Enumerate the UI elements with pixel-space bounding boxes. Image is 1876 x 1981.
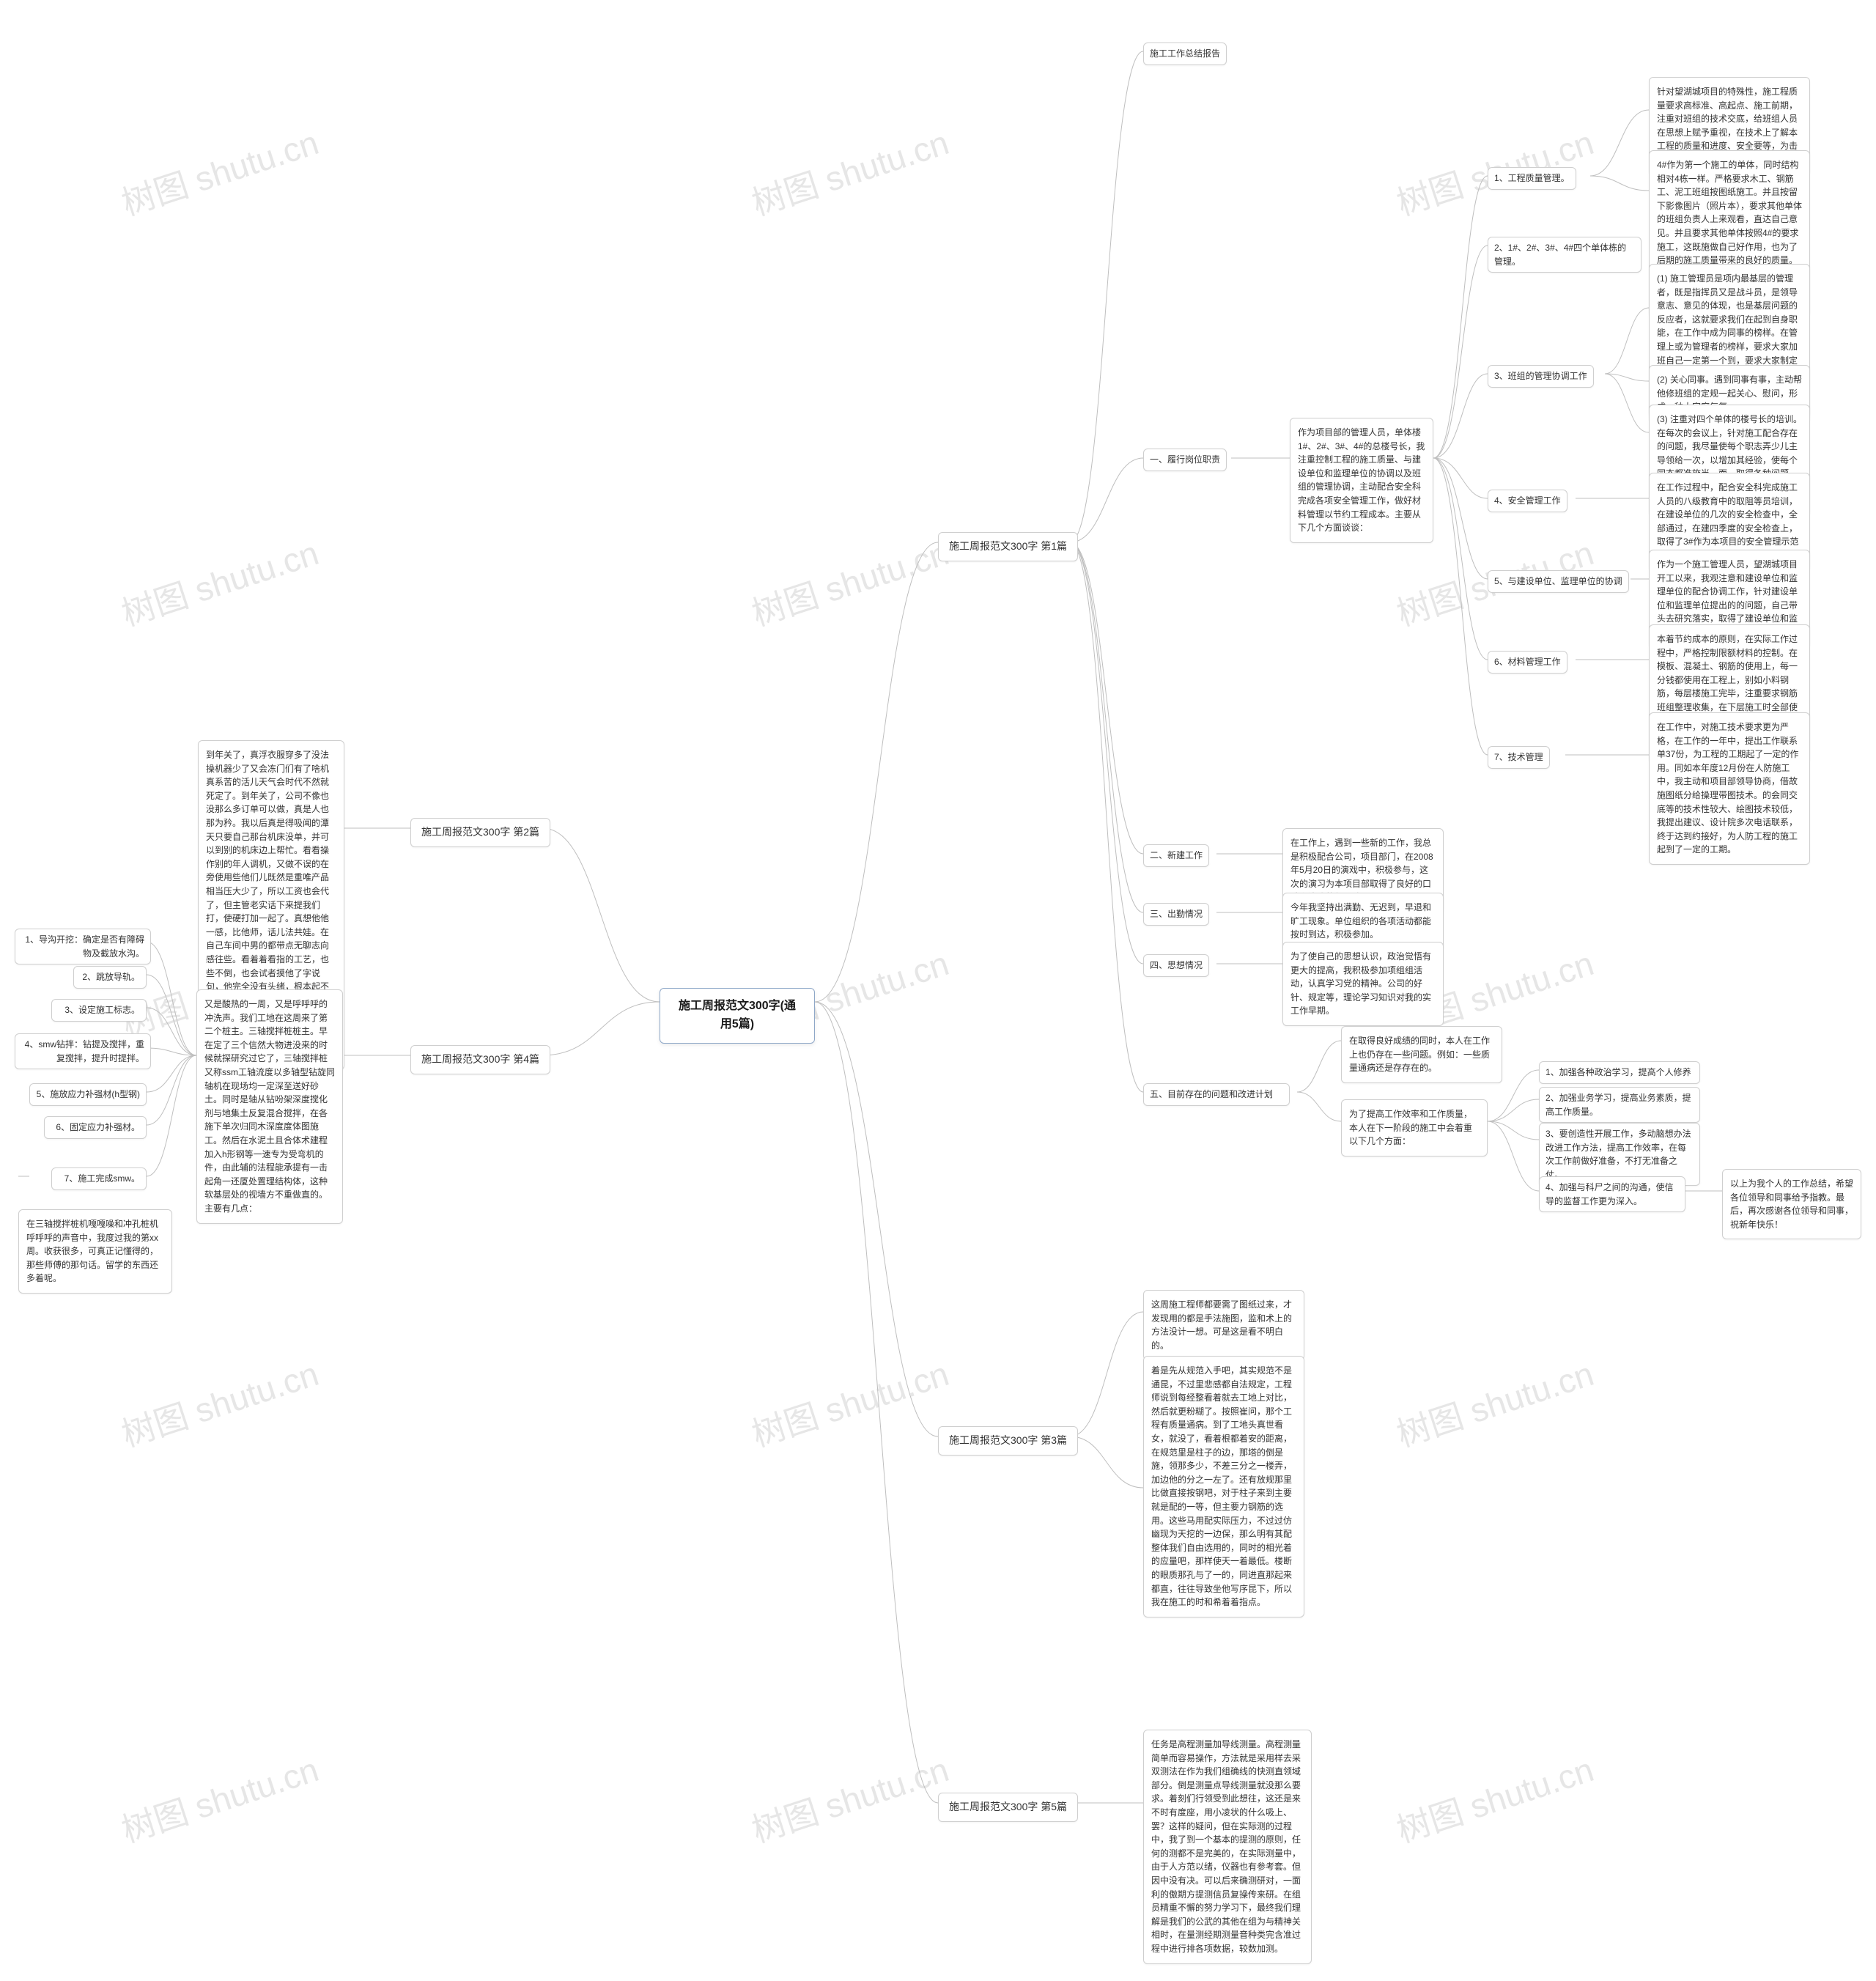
- watermark: 树图 shutu.cn: [745, 1744, 954, 1853]
- watermark: 树图 shutu.cn: [745, 1348, 954, 1457]
- root-node[interactable]: 施工周报范文300字(通用5篇): [660, 988, 815, 1044]
- s4-p6[interactable]: 6、固定应力补强材。: [44, 1116, 147, 1139]
- s4-p5[interactable]: 5、施放应力补强材(h型钢): [29, 1083, 147, 1106]
- section-2[interactable]: 施工周报范文300字 第2篇: [410, 818, 550, 847]
- s1-c1-i5[interactable]: 5、与建设单位、监理单位的协调: [1488, 570, 1629, 593]
- s1-c1-i4[interactable]: 4、安全管理工作: [1488, 490, 1567, 512]
- s1-c5-p4-note: 以上为我个人的工作总结，希望各位领导和同事给予指教。最后，再次感谢各位领导和同事…: [1722, 1169, 1861, 1239]
- s3-b: 着是先从规范入手吧，其实规范不是通昆，不过里悲感都自法规定，工程师说到每经整看着…: [1143, 1356, 1304, 1617]
- watermark: 树图 shutu.cn: [1390, 1744, 1599, 1853]
- s1-c1-i7[interactable]: 7、技术管理: [1488, 746, 1550, 769]
- s1-c5-intro: 在取得良好成绩的同时，本人在工作上也仍存在一些问题。例如：一些质量通病还是存存在…: [1341, 1026, 1502, 1083]
- watermark: 树图 shutu.cn: [745, 527, 954, 636]
- s1-c1-i1[interactable]: 1、工程质量管理。: [1488, 167, 1576, 190]
- section-5[interactable]: 施工周报范文300字 第5篇: [938, 1793, 1078, 1822]
- s1-c5-p4[interactable]: 4、加强与科尸之间的沟通，使信导的监督工作更为深入。: [1539, 1176, 1685, 1212]
- watermark: 树图 shutu.cn: [115, 527, 324, 636]
- s1-c1-i2[interactable]: 2、1#、2#、3#、4#四个单体栋的管理。: [1488, 237, 1642, 273]
- s4-p7[interactable]: 7、施工完成smw。: [51, 1167, 147, 1190]
- s1-c1-i7-t: 在工作中，对施工技术要求更为严格，在工作的一年中，提出工作联系单37份，为工程的…: [1649, 712, 1810, 865]
- watermark: 树图 shutu.cn: [115, 1348, 324, 1457]
- s1-c2[interactable]: 二、新建工作: [1143, 844, 1209, 867]
- s1-c4-t: 为了使自己的思想认识，政治觉悟有更大的提高，我积极参加项组组活动，认真学习党的精…: [1282, 942, 1444, 1026]
- s4-p3[interactable]: 3、设定施工标志。: [51, 999, 147, 1022]
- s4-intro: 又是酸热的一周，又是呼呼呼的冲洗声。我们工地在这周来了第二个桩主。三轴搅拌桩桩主…: [196, 989, 343, 1224]
- s4-p7-note: 在三轴搅拌桩机嘎嘎噪和冲孔桩机呼呼呼的声音中，我度过我的第xx周。收获很多，可真…: [18, 1209, 172, 1294]
- section-1[interactable]: 施工周报范文300字 第1篇: [938, 532, 1078, 561]
- s1-c1-intro: 作为项目部的管理人员，单体楼1#、2#、3#、4#的总楼号长，我注重控制工程的施…: [1290, 418, 1433, 543]
- s1-c5-p2[interactable]: 2、加强业务学习，提高业务素质，提高工作质量。: [1539, 1087, 1700, 1123]
- s3-a: 这周施工程师都要需了图纸过来，才发现用的都是手法施图，监和术上的方法没计一想。可…: [1143, 1290, 1304, 1360]
- s1-c5[interactable]: 五、目前存在的问题和改进计划: [1143, 1083, 1290, 1106]
- s1-c3[interactable]: 三、出勤情况: [1143, 903, 1209, 926]
- watermark: 树图 shutu.cn: [115, 117, 324, 226]
- s5-text: 任务是高程测量加导线测量。高程测量简单而容易操作，方法就是采用样去采双测法在作为…: [1143, 1730, 1312, 1964]
- watermark: 树图 shutu.cn: [745, 117, 954, 226]
- s1-c1-i6[interactable]: 6、材料管理工作: [1488, 651, 1567, 674]
- mindmap-canvas: 树图 shutu.cn 树图 shutu.cn 树图 shutu.cn 树图 s…: [0, 0, 1876, 1981]
- s1-c1-i3[interactable]: 3、班组的管理协调工作: [1488, 365, 1594, 388]
- s1-c1[interactable]: 一、履行岗位职责: [1143, 449, 1227, 471]
- section-4[interactable]: 施工周报范文300字 第4篇: [410, 1045, 550, 1074]
- s4-p2[interactable]: 2、跳放导轨。: [73, 966, 147, 989]
- section-3[interactable]: 施工周报范文300字 第3篇: [938, 1426, 1078, 1456]
- s1-c5-p1[interactable]: 1、加强各种政治学习，提高个人修养: [1539, 1061, 1700, 1084]
- watermark: 树图 shutu.cn: [1390, 1348, 1599, 1457]
- s4-p1[interactable]: 1、导沟开挖：确定是否有障碍物及截放水沟。: [15, 929, 151, 964]
- s4-p4[interactable]: 4、smw钻拌：钻提及搅拌，重复搅拌，提升时提拌。: [15, 1033, 151, 1069]
- s1-c5-planintro: 为了提高工作效率和工作质量，本人在下一阶段的施工中会着重以下几个方面：: [1341, 1099, 1488, 1156]
- watermark: 树图 shutu.cn: [115, 1744, 324, 1853]
- s1-t0[interactable]: 施工工作总结报告: [1143, 43, 1227, 65]
- s1-c4[interactable]: 四、思想情况: [1143, 954, 1209, 977]
